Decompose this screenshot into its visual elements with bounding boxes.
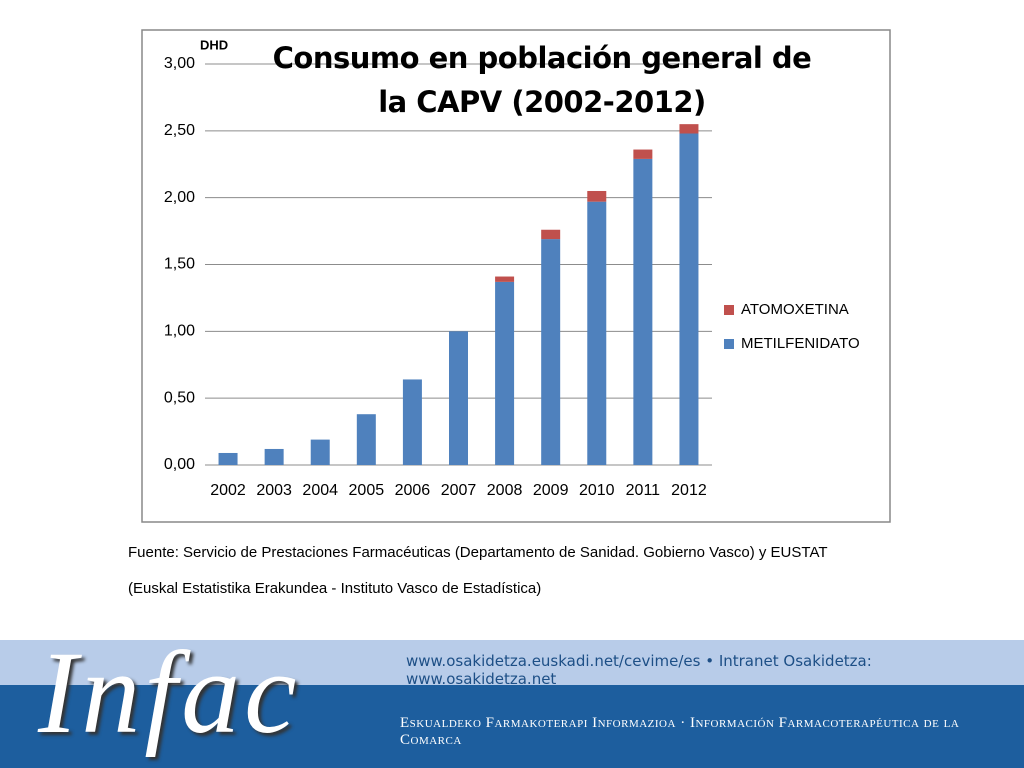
bar-segment [264, 448, 284, 465]
footer-links: www.osakidetza.euskadi.net/cevime/es • I… [406, 652, 872, 688]
x-tick-label: 2009 [533, 482, 569, 499]
chart: DHD 0,00 0,50 1,00 1,50 2,00 2,50 3,00 2002 2003… [141, 29, 891, 523]
x-tick-label: 2011 [626, 482, 661, 499]
bar-segment [402, 379, 422, 465]
bar-segment [495, 281, 515, 465]
y-axis-label: DHD [200, 37, 228, 52]
y-tick-label: 2,50 [164, 122, 195, 139]
bar-segment [541, 239, 561, 465]
legend-swatch [724, 339, 734, 349]
bar-segment [495, 276, 515, 282]
x-tick-label: 2008 [487, 482, 523, 499]
y-tick-label: 0,00 [164, 456, 195, 473]
bar-segment [679, 124, 699, 134]
footer-tagline: Eskualdeko Farmakoterapi Informazioa · I… [400, 715, 960, 748]
bar-segment [449, 331, 468, 465]
footer-band [0, 685, 1024, 768]
y-tick-label: 3,00 [164, 55, 195, 72]
source-text: (Euskal Estatistika Erakundea - Institut… [128, 580, 542, 597]
logo: Infac [38, 627, 301, 758]
bar-segment [679, 133, 699, 466]
x-tick-label: 2006 [395, 482, 431, 499]
y-tick-label: 2,00 [164, 189, 195, 206]
y-tick-label: 0,50 [164, 389, 195, 406]
bar-segment [633, 149, 653, 159]
x-tick-label: 2005 [349, 482, 385, 499]
y-tick-label: 1,50 [164, 256, 195, 273]
legend-label: ATOMOXETINA [741, 301, 849, 318]
bar-segment [218, 452, 238, 465]
x-tick-label: 2004 [302, 482, 338, 499]
x-tick-label: 2010 [579, 482, 615, 499]
bar-segment [310, 439, 330, 465]
bar-segment [541, 229, 561, 240]
x-tick-label: 2007 [441, 482, 477, 499]
x-tick-label: 2003 [256, 482, 292, 499]
legend-swatch [724, 305, 734, 315]
footer-band [0, 640, 1024, 685]
bar-segment [633, 158, 653, 466]
y-tick-label: 1,00 [164, 323, 195, 340]
x-tick-label: 2002 [210, 482, 246, 499]
bar-segment [587, 201, 607, 465]
bar-segment [356, 414, 376, 465]
x-tick-label: 2012 [671, 482, 707, 499]
source-text: Fuente: Servicio de Prestaciones Farmacé… [128, 544, 828, 561]
legend-label: METILFENIDATO [741, 335, 860, 352]
chart-title: Consumo en población general de la CAPV … [272, 41, 812, 119]
chart-frame [141, 29, 891, 523]
bar-segment [587, 190, 607, 202]
